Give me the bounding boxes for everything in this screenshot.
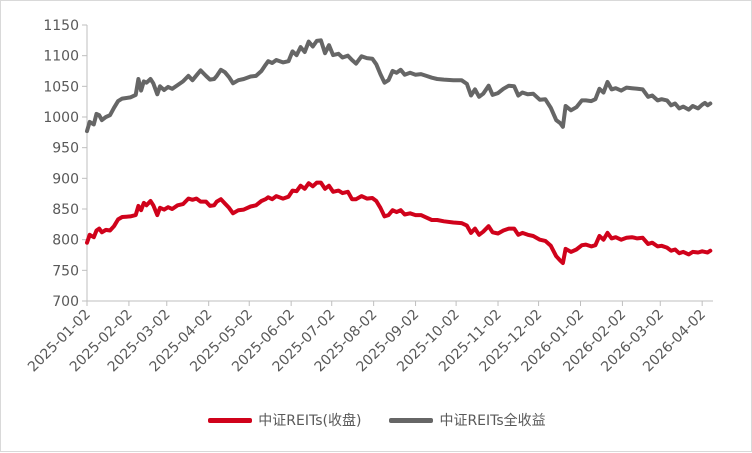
y-tick-label: 800 <box>52 233 79 249</box>
y-tick-label: 1150 <box>43 18 79 34</box>
legend-label-close: 中证REITs(收盘) <box>258 413 362 429</box>
legend-item-total-return: 中证REITs全收益 <box>389 410 546 430</box>
y-tick-label: 1000 <box>43 110 79 126</box>
series-line-total-return <box>85 38 713 134</box>
y-tick-label: 750 <box>52 263 79 279</box>
series-line-close <box>85 180 713 265</box>
y-tick-label: 1050 <box>43 79 79 95</box>
y-tick-label: 1100 <box>43 49 79 65</box>
legend-swatch-total-return <box>389 417 434 423</box>
x-axis: 2025-01-022025-02-022025-03-022025-04-02… <box>25 300 713 375</box>
legend: 中证REITs(收盘) 中证REITs全收益 <box>1 410 752 430</box>
y-tick-label: 900 <box>52 171 79 187</box>
series-lines <box>85 38 713 265</box>
y-tick-label: 700 <box>52 294 79 310</box>
y-axis: 700 750 800 850 900 950 1000 1050 1100 1150 <box>43 18 88 310</box>
y-tick-label: 950 <box>52 141 79 157</box>
y-tick-label: 850 <box>52 202 79 218</box>
legend-item-close: 中证REITs(收盘) <box>208 410 361 430</box>
legend-label-total-return: 中证REITs全收益 <box>439 413 546 429</box>
legend-swatch-close <box>208 417 253 423</box>
